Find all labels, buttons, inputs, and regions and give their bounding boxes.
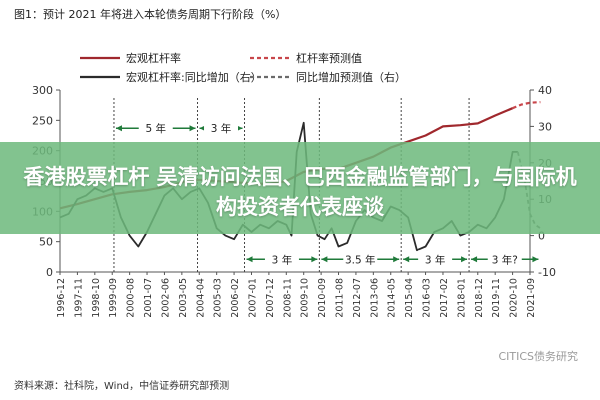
cycle-arrowhead-left [115, 125, 122, 132]
cycle-label-bg [138, 119, 173, 136]
x-tick-label: 1998-10 [91, 278, 102, 318]
x-tick-label: 2007-12 [265, 278, 276, 318]
cycle-label: 3.5 年 [345, 253, 376, 266]
legend-label: 同比增加预测值（右） [296, 70, 406, 84]
x-tick-label: 2005-03 [213, 278, 224, 318]
legend-label: 杠杆率预测值 [296, 51, 362, 65]
cycle-label-bg [204, 119, 239, 136]
cycle-arrowhead-right [532, 256, 539, 263]
leverage-forecast-line [512, 101, 541, 110]
right-tick-label: -10 [538, 266, 556, 279]
headline-banner [0, 142, 600, 234]
x-tick-label: 2019-11 [491, 278, 502, 318]
source-note: 资料来源：社科院，Wind，中信证券研究部预测 [14, 381, 230, 392]
x-tick-label: 2015-04 [404, 278, 415, 318]
x-tick-label: 2020-10 [509, 278, 520, 318]
cycle-arrowhead-left [321, 256, 328, 263]
cycle-arrowhead-right [189, 125, 196, 132]
x-tick-label: 2007-01 [247, 278, 258, 318]
x-tick-label: 2002-06 [160, 278, 171, 318]
cycle-label: 3 年? [492, 253, 518, 266]
x-tick-label: 2011-08 [335, 278, 346, 318]
x-tick-label: 2010-09 [317, 278, 328, 318]
x-tick-label: 1999-09 [108, 278, 119, 318]
cycle-arrowhead-right [311, 256, 318, 263]
x-tick-label: 2017-02 [439, 278, 450, 318]
right-tick-label: 30 [538, 120, 552, 133]
x-tick-label: 2018-12 [474, 278, 485, 318]
cycle-label: 3 年 [272, 253, 293, 266]
cycle-label-bg [343, 250, 378, 267]
x-tick-label: 2012-07 [352, 278, 363, 318]
figure-title: 图1：预计 2021 年将进入本轮债务周期下行阶段（%） [14, 8, 287, 21]
x-tick-label: 2004-04 [195, 278, 206, 318]
x-tick-label: 2018-01 [456, 278, 467, 318]
cycle-arrowhead-left [471, 256, 478, 263]
right-tick-label: 0 [538, 230, 545, 243]
left-tick-label: 300 [32, 84, 53, 97]
x-tick-label: 1997-11 [73, 278, 84, 318]
cycle-arrowhead-left [403, 256, 410, 263]
watermark: CITICS债务研究 [498, 350, 578, 363]
cycle-label-bg [264, 250, 299, 267]
right-tick-label: 40 [538, 84, 552, 97]
x-tick-label: 2006-02 [230, 278, 241, 318]
cycle-arrowhead-left [246, 256, 253, 263]
x-tick-label: 2008-11 [282, 278, 293, 318]
left-tick-label: 250 [32, 114, 53, 127]
x-tick-label: 2013-06 [369, 278, 380, 318]
cycle-arrowhead-right [393, 256, 400, 263]
legend-label: 宏观杠杆率:同比增加（右） [126, 70, 262, 84]
x-tick-label: 2003-05 [178, 278, 189, 318]
cycle-label: 3 年 [211, 122, 232, 135]
x-tick-label: 2000-08 [126, 278, 137, 318]
left-tick-label: 50 [39, 236, 53, 249]
x-tick-label: 2001-07 [143, 278, 154, 318]
x-tick-label: 2014-05 [387, 278, 398, 318]
cycle-label: 3 年 [425, 253, 446, 266]
x-tick-label: 2009-10 [300, 278, 311, 318]
x-tick-label: 2016-03 [422, 278, 433, 318]
cycle-arrowhead-right [461, 256, 468, 263]
x-tick-label: 1996-12 [56, 278, 67, 318]
headline-text[interactable]: 香港股票杠杆 吴清访问法国、巴西金融监管部门，与国际机构投资者代表座谈 [23, 165, 577, 219]
left-tick-label: 0 [46, 266, 53, 279]
legend-label: 宏观杠杆率 [126, 51, 181, 65]
cycle-label-bg [418, 250, 453, 267]
cycle-label-bg [487, 250, 522, 267]
x-tick-label: 2021-09 [526, 278, 537, 318]
cycle-label: 5 年 [145, 122, 166, 135]
